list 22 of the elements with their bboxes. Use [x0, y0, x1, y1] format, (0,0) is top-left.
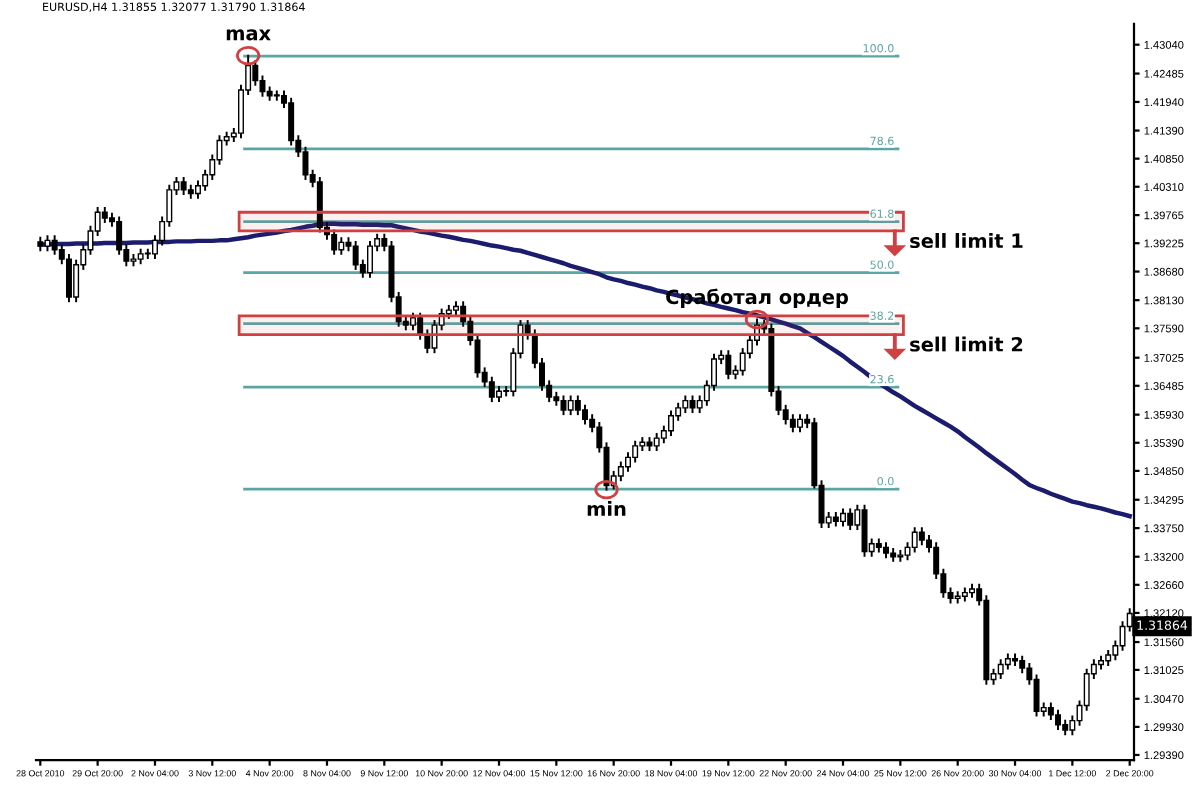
- candlestick: [331, 229, 338, 255]
- candlestick: [316, 176, 323, 233]
- candlestick: [911, 527, 918, 553]
- candlestick: [1055, 709, 1062, 730]
- candlestick: [897, 550, 904, 562]
- candlestick: [861, 504, 868, 557]
- annotation: min: [587, 501, 626, 516]
- candlestick: [273, 90, 280, 101]
- candlestick: [668, 410, 674, 436]
- annotation: max: [226, 29, 271, 41]
- candlestick: [1012, 653, 1019, 666]
- candlestick: [65, 253, 72, 303]
- candlestick: [954, 591, 961, 604]
- band-label: sell limit 2: [910, 336, 1023, 352]
- band-label: sell limit 1: [910, 233, 1023, 249]
- candlestick: [725, 350, 732, 380]
- candlestick: [847, 508, 854, 531]
- candlestick: [366, 240, 373, 278]
- candlestick: [252, 60, 259, 86]
- candlestick: [352, 240, 359, 270]
- candlestick: [144, 248, 151, 260]
- candlestick: [1033, 674, 1040, 717]
